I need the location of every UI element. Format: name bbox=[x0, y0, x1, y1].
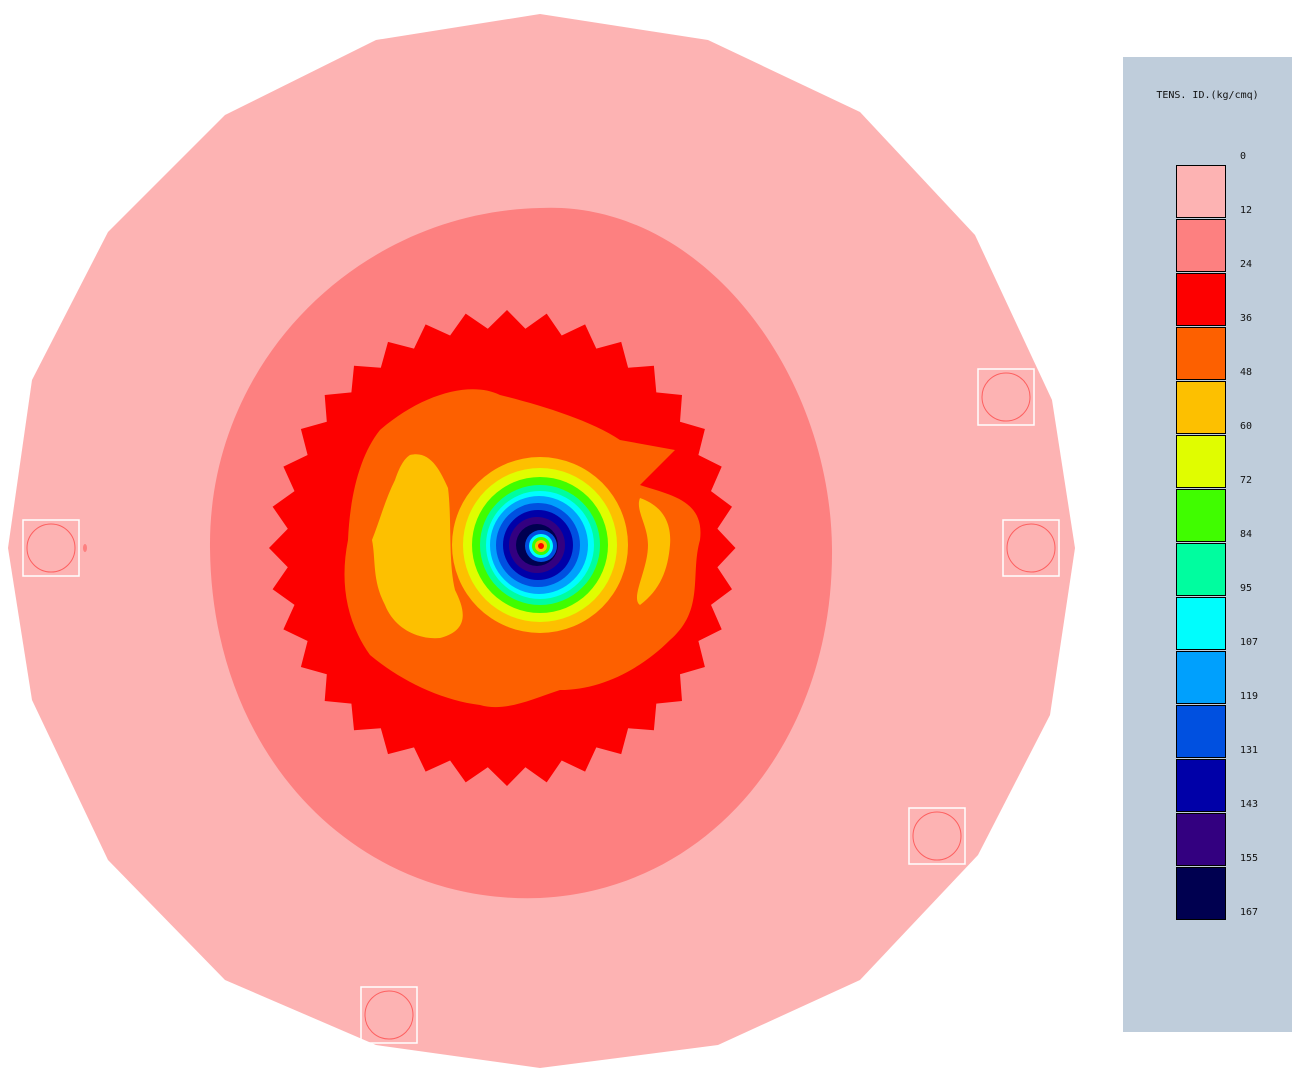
stress-contour-plot bbox=[0, 0, 1100, 1077]
legend-tick-label: 60 bbox=[1240, 421, 1252, 433]
legend-tick-label: 95 bbox=[1240, 583, 1252, 595]
legend-swatch bbox=[1176, 435, 1226, 488]
legend-swatch bbox=[1176, 543, 1226, 596]
legend-swatch bbox=[1176, 327, 1226, 380]
legend-tick-label: 155 bbox=[1240, 853, 1258, 865]
legend-tick-label: 72 bbox=[1240, 475, 1252, 487]
legend-swatch bbox=[1176, 597, 1226, 650]
legend-tick-label: 48 bbox=[1240, 367, 1252, 379]
legend-swatch bbox=[1176, 273, 1226, 326]
legend-tick-label: 36 bbox=[1240, 313, 1252, 325]
legend-tick-label: 12 bbox=[1240, 205, 1252, 217]
legend-swatch bbox=[1176, 867, 1226, 920]
legend-tick-label: 119 bbox=[1240, 691, 1258, 703]
legend-swatch bbox=[1176, 165, 1226, 218]
legend-tick-label: 107 bbox=[1240, 637, 1258, 649]
legend-tick-label: 131 bbox=[1240, 745, 1258, 757]
legend-swatch bbox=[1176, 813, 1226, 866]
legend-tick-label: 84 bbox=[1240, 529, 1252, 541]
legend-title: TENS. ID.(kg/cmq) bbox=[1123, 90, 1292, 101]
center-peak bbox=[538, 543, 544, 549]
legend-swatch bbox=[1176, 381, 1226, 434]
legend-swatch bbox=[1176, 651, 1226, 704]
legend-swatch bbox=[1176, 705, 1226, 758]
legend-tick-label: 167 bbox=[1240, 907, 1258, 919]
legend-swatch bbox=[1176, 219, 1226, 272]
legend-tick-label: 24 bbox=[1240, 259, 1252, 271]
contour-artifact bbox=[83, 544, 87, 552]
legend-panel: TENS. ID.(kg/cmq) 0 12 24 36 48 60 72 84 95 107 11… bbox=[1123, 57, 1292, 1032]
legend-swatch bbox=[1176, 759, 1226, 812]
legend-tick-label: 143 bbox=[1240, 799, 1258, 811]
legend-swatch bbox=[1176, 489, 1226, 542]
legend-tick-label: 0 bbox=[1240, 151, 1246, 163]
